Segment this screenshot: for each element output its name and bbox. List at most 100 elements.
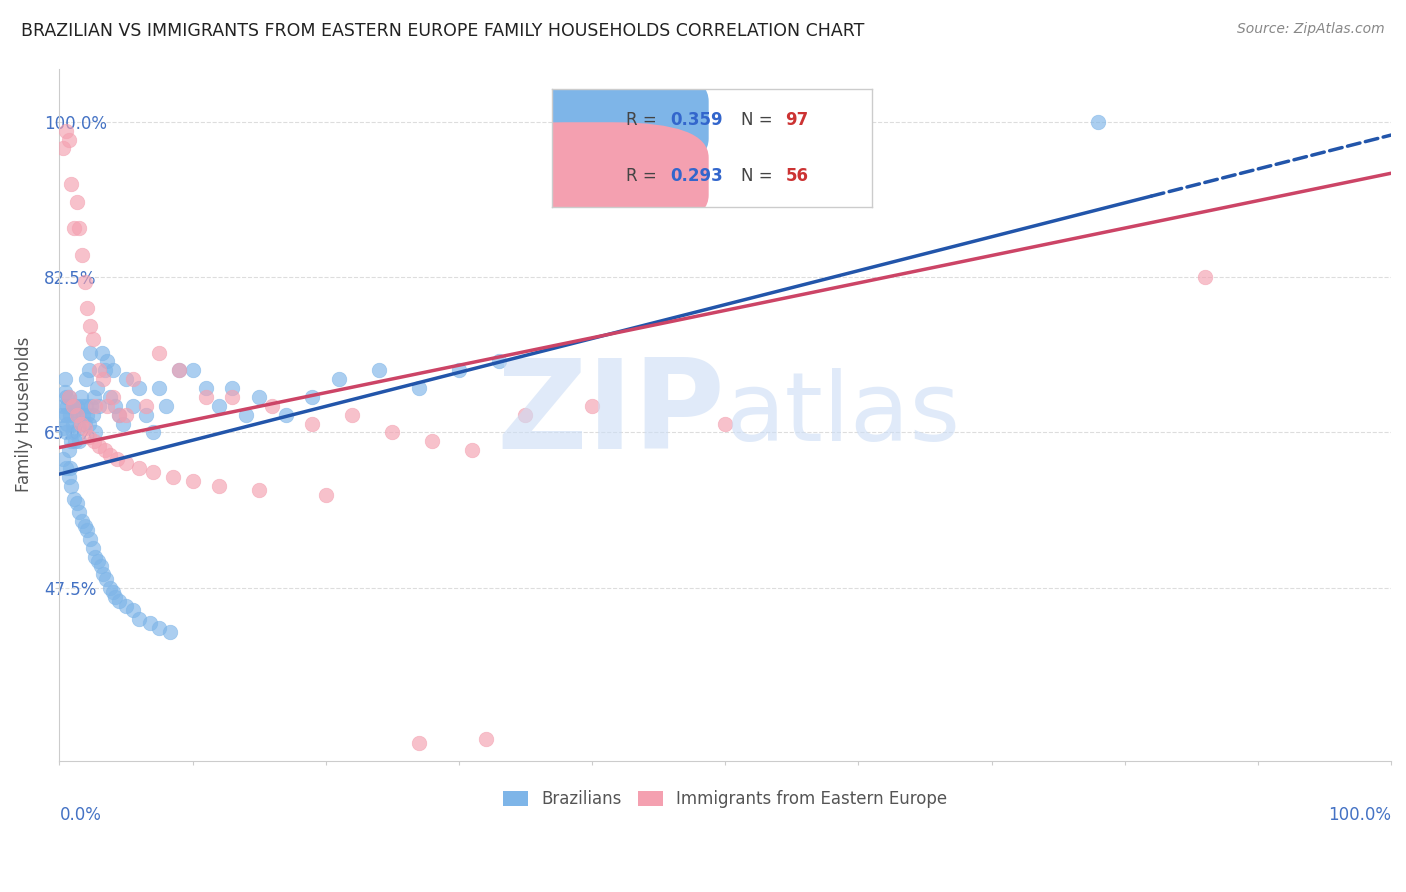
- Point: [53, 385, 76, 400]
- Point: [262, 399, 284, 413]
- Point: [58, 390, 80, 404]
- Point: [70, 248, 93, 262]
- Point: [101, 363, 124, 377]
- Point: [65, 403, 87, 417]
- Point: [66, 496, 89, 510]
- Point: [83, 434, 105, 449]
- Point: [77, 417, 100, 431]
- Point: [82, 541, 104, 555]
- Point: [167, 363, 190, 377]
- Point: [108, 408, 131, 422]
- Point: [108, 408, 131, 422]
- Point: [73, 518, 96, 533]
- Point: [82, 408, 104, 422]
- Point: [52, 141, 75, 155]
- Point: [714, 417, 737, 431]
- Point: [53, 372, 76, 386]
- Point: [66, 408, 89, 422]
- Point: [62, 399, 84, 413]
- Point: [58, 470, 80, 484]
- Point: [91, 372, 114, 386]
- Point: [52, 452, 75, 467]
- Point: [55, 408, 77, 422]
- Point: [76, 301, 98, 315]
- Point: [79, 345, 101, 359]
- Point: [67, 221, 90, 235]
- Point: [115, 408, 138, 422]
- Point: [247, 390, 270, 404]
- Point: [96, 354, 118, 368]
- Point: [98, 581, 121, 595]
- Point: [67, 421, 90, 435]
- Point: [80, 399, 103, 413]
- Point: [94, 572, 117, 586]
- Point: [515, 408, 537, 422]
- Point: [62, 425, 84, 440]
- Point: [51, 408, 73, 422]
- Point: [221, 390, 243, 404]
- Point: [121, 399, 143, 413]
- Point: [70, 514, 93, 528]
- Point: [488, 354, 510, 368]
- Point: [112, 417, 135, 431]
- Point: [381, 425, 404, 440]
- Point: [115, 372, 138, 386]
- Point: [93, 363, 115, 377]
- Point: [208, 399, 231, 413]
- Point: [69, 390, 91, 404]
- Point: [59, 408, 82, 422]
- Point: [84, 549, 107, 564]
- Point: [69, 417, 91, 431]
- Point: [66, 194, 89, 209]
- Point: [121, 603, 143, 617]
- Point: [104, 590, 127, 604]
- Point: [98, 448, 121, 462]
- Point: [67, 505, 90, 519]
- Point: [128, 381, 150, 395]
- Point: [56, 417, 79, 431]
- Point: [55, 123, 77, 137]
- Point: [91, 567, 114, 582]
- Point: [328, 372, 350, 386]
- Point: [139, 616, 162, 631]
- Point: [301, 390, 323, 404]
- Point: [66, 399, 89, 413]
- Point: [82, 332, 104, 346]
- Point: [77, 363, 100, 377]
- Point: [128, 461, 150, 475]
- Point: [474, 731, 496, 746]
- Point: [148, 345, 170, 359]
- Point: [121, 372, 143, 386]
- Point: [447, 363, 470, 377]
- Text: ZIP: ZIP: [496, 354, 725, 475]
- Point: [235, 408, 257, 422]
- Point: [408, 381, 430, 395]
- Point: [58, 390, 80, 404]
- Point: [581, 399, 603, 413]
- Point: [90, 558, 112, 573]
- Point: [60, 434, 83, 449]
- Point: [101, 585, 124, 599]
- Point: [55, 461, 77, 475]
- Point: [70, 399, 93, 413]
- Text: atlas: atlas: [725, 368, 960, 461]
- Point: [66, 408, 89, 422]
- Point: [84, 425, 107, 440]
- Point: [60, 478, 83, 492]
- Point: [1194, 270, 1216, 285]
- Text: Source: ZipAtlas.com: Source: ZipAtlas.com: [1237, 22, 1385, 37]
- Point: [77, 430, 100, 444]
- Point: [115, 457, 138, 471]
- Point: [98, 390, 121, 404]
- Point: [83, 390, 105, 404]
- Point: [181, 363, 204, 377]
- Point: [155, 399, 177, 413]
- Point: [58, 132, 80, 146]
- Point: [79, 318, 101, 333]
- Point: [135, 399, 157, 413]
- Point: [76, 408, 98, 422]
- Point: [73, 417, 96, 431]
- Point: [104, 399, 127, 413]
- Point: [247, 483, 270, 497]
- Point: [89, 399, 111, 413]
